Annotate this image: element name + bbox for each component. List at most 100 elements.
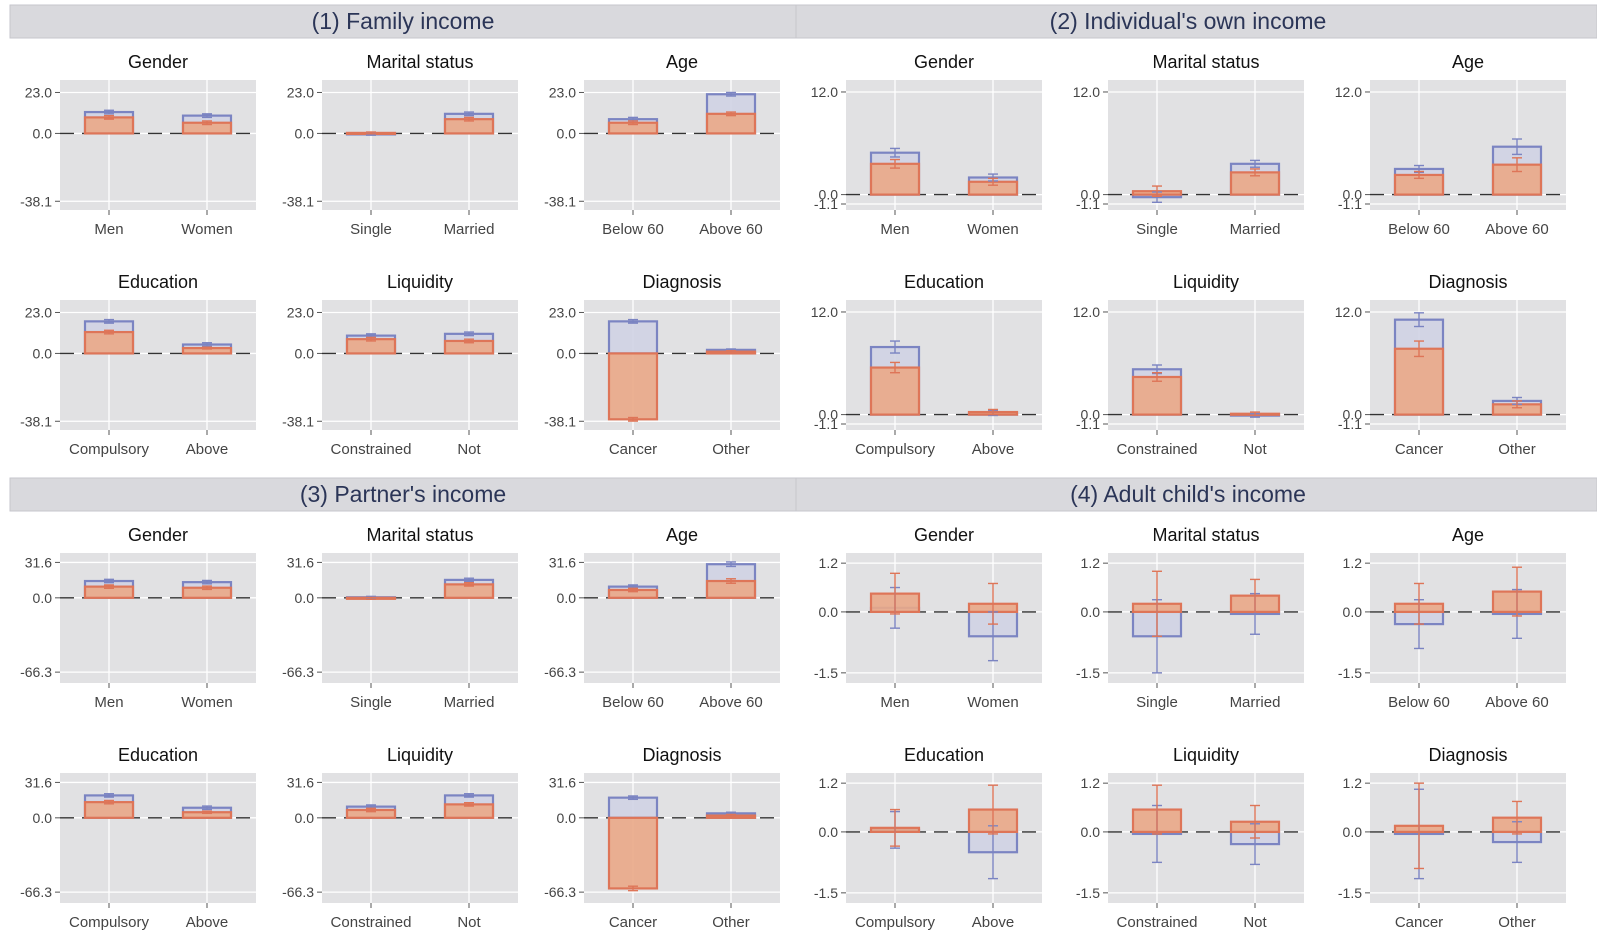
y-tick-label: 23.0 [287,84,314,100]
subplot: 12.0 0.0-1.1 Constrained Not Liquidity [1073,272,1304,458]
y-tick-label: 1.2 [1343,555,1363,571]
y-tick-label: 12.0 [1335,304,1362,320]
y-tick-label: 31.6 [287,774,314,790]
subplot-title: Liquidity [1173,745,1239,765]
error-bar [366,131,376,135]
y-tick-label: -1.5 [1076,665,1100,681]
error-bar [464,581,474,587]
x-tick-label: Other [712,914,750,931]
y-tick-label: 0.0 [557,125,577,141]
group-title-band [795,477,1597,512]
group-title: (4) Adult child's income [1070,481,1306,507]
bar-treatment [1393,347,1445,416]
x-tick-label: Constrained [1117,441,1198,458]
x-tick-label: Below 60 [1388,694,1450,711]
subplot-title: Gender [914,525,974,545]
x-tick-label: Not [1243,441,1267,458]
y-tick-label: 1.2 [819,555,839,571]
error-bar [988,177,998,186]
y-tick-label: 0.0 [295,345,315,361]
y-tick-label: 0.0 [1343,407,1363,423]
x-tick-label: Above [186,914,229,931]
y-tick-label: 0.0 [295,590,315,606]
error-bar [464,793,474,798]
y-tick-label: 0.0 [33,590,53,606]
subplot-title: Education [904,272,984,292]
error-bar [1250,578,1260,613]
subplot: 31.6 0.0 -66.3 Constrained Not Liquidity [282,745,518,931]
error-bar [464,801,474,807]
error-bar [1414,582,1424,625]
subplot: 23.0 0.0 -38.1 Men Women Gender [20,52,256,238]
error-bar [464,331,474,337]
y-tick-label: -1.1 [1338,416,1362,432]
error-bar [1250,159,1260,168]
y-tick-label: 0.0 [1343,604,1363,620]
subplot-title: Education [118,745,198,765]
error-bar [464,338,474,344]
error-bar [1512,400,1522,409]
error-bar [202,805,212,811]
error-bar [890,340,900,354]
chart-group: (1) Family income 23.0 0.0 -38.1 Men Women Gen… [9,4,797,458]
y-tick-label: -38.1 [282,193,314,209]
subplot: 1.2 0.0 -1.5 Below 60 Above 60 Age [1338,525,1566,711]
error-bar [104,578,114,584]
x-tick-label: Other [712,441,750,458]
x-tick-label: Compulsory [855,441,936,458]
y-tick-label: 31.6 [25,554,52,570]
y-tick-label: -1.5 [1338,665,1362,681]
y-tick-label: -1.5 [814,665,838,681]
y-tick-label: 23.0 [549,304,576,320]
error-bar [1152,570,1162,637]
subplot: 23.0 0.0 -38.1 Single Married Marital status [282,52,518,238]
y-tick-label: -66.3 [544,664,576,680]
subplot-title: Liquidity [387,745,453,765]
subplot-title: Diagnosis [1428,272,1507,292]
subplot-title: Liquidity [387,272,453,292]
y-tick-label: 31.6 [549,554,576,570]
x-tick-label: Not [457,441,481,458]
subplot: 1.2 0.0 -1.5 Single Married Marital status [1076,525,1304,711]
y-tick-label: 0.0 [33,125,53,141]
error-bar [464,116,474,122]
error-bar [1512,157,1522,173]
subplot: 1.2 0.0 -1.5 Cancer Other Diagnosis [1338,745,1566,931]
error-bar [1250,168,1260,177]
plot-area [322,773,518,903]
y-tick-label: -66.3 [282,884,314,900]
group-title-band [795,4,1597,39]
x-tick-label: Married [444,694,495,711]
chart-group: (4) Adult child's income 1.2 0.0 -1.5 Men Wom… [795,477,1597,931]
subplot-title: Gender [128,52,188,72]
x-tick-label: Above [972,441,1015,458]
y-tick-label: -1.1 [1076,416,1100,432]
x-tick-label: Men [94,221,123,238]
subplot-title: Marital status [366,525,473,545]
y-tick-label: 31.6 [287,554,314,570]
error-bar [104,109,114,115]
bar-treatment [705,112,757,135]
y-tick-label: 0.0 [557,810,577,826]
y-tick-label: -38.1 [544,413,576,429]
y-tick-label: 1.2 [819,775,839,791]
subplot: 31.6 0.0 -66.3 Cancer Other Diagnosis [544,745,780,931]
y-tick-label: -1.5 [1338,885,1362,901]
y-tick-label: 0.0 [295,125,315,141]
y-tick-label: 12.0 [811,84,838,100]
error-bar [1250,411,1260,417]
bar-baseline [607,796,659,819]
plot-area [60,80,256,210]
error-bar [1512,800,1522,835]
error-bar [1414,340,1424,358]
error-bar [104,793,114,798]
y-tick-label: 0.0 [1343,187,1363,203]
subplot: 23.0 0.0 -38.1 Compulsory Above Education [20,272,256,458]
y-tick-label: 0.0 [33,810,53,826]
x-tick-label: Men [880,694,909,711]
error-bar [890,361,900,374]
error-bar [1152,185,1162,198]
subplot-title: Marital status [366,52,473,72]
plot-area [322,553,518,683]
